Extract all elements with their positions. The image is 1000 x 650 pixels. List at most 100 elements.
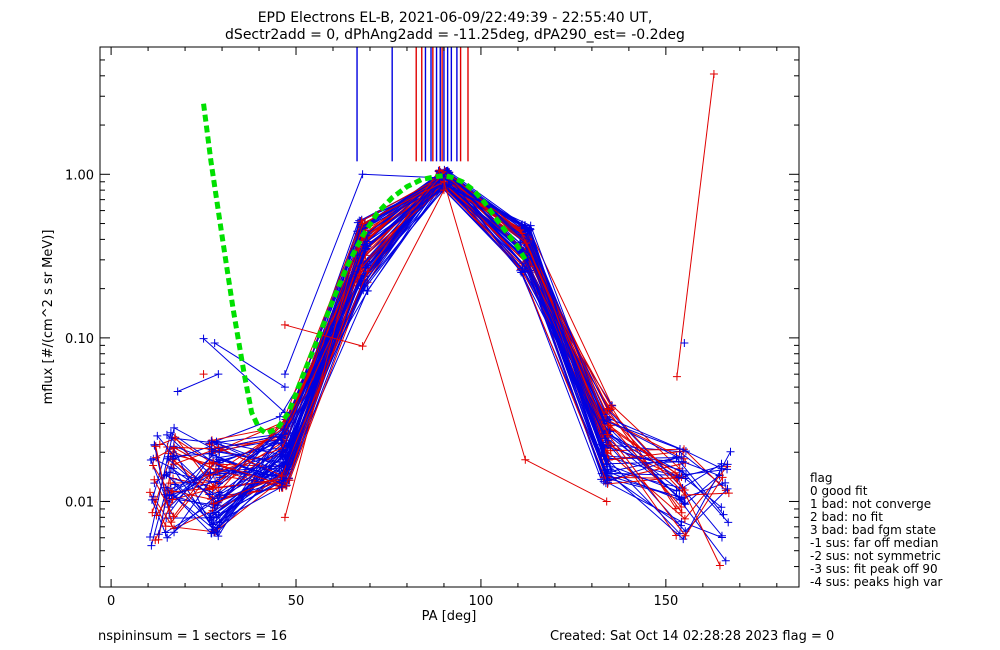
data-point [152, 453, 161, 462]
data-point [680, 339, 689, 348]
data-point [215, 448, 224, 457]
data-point [214, 532, 223, 541]
data-point [207, 436, 216, 445]
footer-right: Created: Sat Oct 14 02:28:28 2023 flag =… [550, 629, 834, 644]
data-point [603, 430, 612, 439]
data-point [681, 531, 690, 540]
data-point [210, 339, 219, 348]
legend-entry: 0 good fit [810, 484, 868, 498]
data-point [280, 370, 289, 379]
data-point [601, 466, 610, 475]
series-line [172, 184, 686, 491]
data-point [361, 263, 370, 272]
series-line [214, 342, 286, 388]
data-point [146, 532, 155, 541]
data-point [161, 483, 170, 492]
fit-curve [201, 103, 528, 437]
data-point [205, 471, 214, 480]
data-point [170, 423, 179, 432]
x-tick-label: 100 [469, 594, 494, 609]
legend-entry: 2 bad: no fit [810, 510, 883, 524]
data-point [213, 523, 222, 532]
x-axis: 0 50 100 150 [107, 47, 778, 609]
legend-entry: -2 sus: not symmetric [810, 549, 941, 563]
data-point [211, 477, 220, 486]
data-point [147, 495, 156, 504]
data-point [439, 177, 448, 186]
data-point [679, 535, 688, 544]
data-point [209, 458, 218, 467]
data-point [162, 430, 171, 439]
chart-title-line-2: dSectr2add = 0, dPhAng2add = -11.25deg, … [225, 27, 685, 43]
data-point [199, 334, 208, 343]
data-point [152, 511, 161, 520]
fit-curve-layer [201, 103, 528, 437]
data-traces [145, 70, 735, 570]
data-point [516, 226, 525, 235]
legend-entries: 0 good fit 1 bad: not converge 2 bad: no… [810, 484, 943, 589]
data-point [171, 433, 180, 442]
data-point [681, 491, 690, 500]
data-point [150, 475, 159, 484]
data-point [678, 466, 687, 475]
data-point [602, 497, 611, 506]
series-line [211, 185, 607, 521]
series-line [213, 169, 723, 537]
data-point [169, 464, 178, 473]
data-point [601, 455, 610, 464]
data-point [526, 221, 535, 230]
data-point [723, 465, 732, 474]
data-point [165, 490, 174, 499]
data-point [277, 482, 286, 491]
data-point [169, 512, 178, 521]
data-point [717, 503, 726, 512]
data-point [717, 533, 726, 542]
data-point [208, 483, 217, 492]
y-tick-label: 0.10 [65, 332, 94, 347]
data-point [153, 431, 162, 440]
data-point [209, 499, 218, 508]
data-point [601, 479, 610, 488]
data-point [151, 536, 160, 545]
data-point [168, 495, 177, 504]
data-point [362, 244, 371, 253]
data-point [677, 503, 686, 512]
footer-left: nspininsum = 1 sectors = 16 [98, 629, 287, 644]
series-line [211, 171, 729, 523]
legend-entry: 1 bad: not converge [810, 497, 931, 511]
data-point [358, 219, 367, 228]
data-point [435, 166, 444, 175]
data-point [145, 488, 154, 497]
data-point [723, 484, 732, 493]
series-line [216, 173, 723, 538]
data-point [675, 445, 684, 454]
x-tick-label: 0 [107, 594, 115, 609]
data-point [721, 478, 730, 487]
data-point [718, 473, 727, 482]
data-point [680, 514, 689, 523]
data-point [277, 472, 286, 481]
data-point [280, 513, 289, 522]
data-point [360, 282, 369, 291]
legend-title: flag [810, 471, 833, 485]
data-point [674, 473, 683, 482]
data-point [723, 460, 732, 469]
data-point [358, 342, 367, 351]
data-point [170, 528, 179, 537]
data-point [282, 460, 291, 469]
data-point [207, 437, 216, 446]
data-point [521, 239, 530, 248]
data-point [215, 490, 224, 499]
data-point [147, 541, 156, 550]
data-point [205, 485, 214, 494]
data-point [149, 461, 158, 470]
data-point [169, 451, 178, 460]
legend-entry: -3 sus: fit peak off 90 [810, 562, 938, 576]
data-point [676, 521, 685, 530]
data-point [672, 372, 681, 381]
data-point [173, 387, 182, 396]
data-point [170, 480, 179, 489]
data-point [280, 320, 289, 329]
data-point [606, 465, 615, 474]
